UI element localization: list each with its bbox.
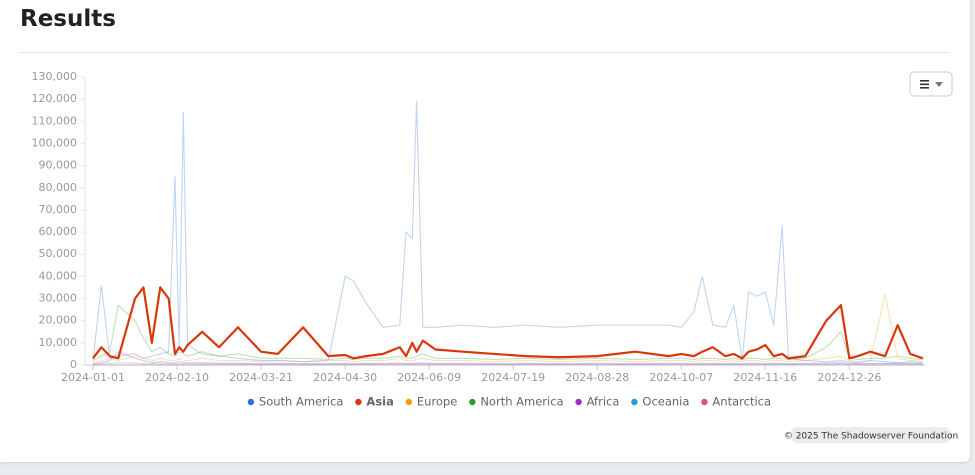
- legend-label: Africa: [587, 395, 620, 409]
- chart: © 2025 The Shadowserver Foundation 0 10,0…: [32, 70, 958, 443]
- credits[interactable]: © 2025 The Shadowserver Foundation: [784, 432, 958, 442]
- legend-label: Europe: [417, 395, 457, 409]
- series-line: [92, 362, 923, 365]
- legend-marker: [701, 398, 708, 406]
- legend-label: Oceania: [642, 395, 689, 409]
- legend-item[interactable]: Europe: [405, 395, 458, 409]
- y-tick-label: 130,000: [32, 70, 78, 83]
- legend-marker: [405, 398, 413, 406]
- legend-marker: [247, 398, 255, 406]
- y-tick-label: 30,000: [39, 292, 78, 305]
- x-tick-label: 2024-03-21: [229, 371, 293, 384]
- results-card: Results © 2025 The Shadowserver Foundati…: [0, 0, 970, 462]
- series-line: [92, 351, 923, 365]
- x-tick-label: 2024-10-07: [649, 371, 713, 384]
- legend-marker: [355, 398, 362, 406]
- legend-item[interactable]: Asia: [355, 395, 394, 409]
- credits-badge[interactable]: © 2025 The Shadowserver Foundation: [784, 427, 958, 443]
- y-tick-label: 50,000: [39, 247, 78, 260]
- x-tick-label: 2024-07-19: [481, 371, 545, 384]
- menu-button[interactable]: [909, 71, 953, 97]
- legend-label: Antarctica: [712, 395, 771, 409]
- x-tick-label: 2024-06-09: [397, 371, 461, 384]
- y-tick-label: 100,000: [32, 136, 78, 149]
- y-tick-label: 0: [70, 358, 77, 371]
- y-tick-label: 40,000: [39, 269, 78, 282]
- series-line: [92, 304, 923, 362]
- series-line: [92, 100, 923, 364]
- y-tick-label: 120,000: [32, 92, 78, 105]
- legend-label: Asia: [366, 395, 393, 409]
- series-line: [92, 286, 924, 360]
- x-tick-label: 2024-12-26: [817, 371, 881, 384]
- legend-item[interactable]: Antarctica: [701, 395, 771, 409]
- x-tick-label: 2024-01-01: [61, 371, 125, 384]
- legend-marker: [631, 398, 638, 406]
- x-tick-label: 2024-08-28: [565, 371, 629, 384]
- y-tick-label: 60,000: [39, 225, 78, 238]
- y-tick-label: 20,000: [39, 314, 78, 327]
- legend-label: North America: [480, 395, 563, 409]
- x-tick-label: 2024-04-30: [313, 371, 377, 384]
- legend-marker: [469, 398, 476, 406]
- page-title: Results: [20, 6, 116, 32]
- y-tick-label: 70,000: [39, 203, 78, 216]
- legend-item[interactable]: Oceania: [631, 395, 689, 409]
- legend-label: South America: [259, 395, 344, 409]
- divider: [20, 52, 950, 53]
- x-tick-label: 2024-11-16: [733, 371, 797, 384]
- legend-item[interactable]: Africa: [575, 395, 619, 409]
- series-line: [92, 293, 923, 364]
- y-tick-label: 80,000: [39, 181, 78, 194]
- legend: South America Asia Europe North America Afri…: [247, 395, 771, 409]
- y-tick-label: 90,000: [39, 159, 78, 172]
- legend-marker: [575, 398, 582, 406]
- legend-item[interactable]: South America: [247, 395, 344, 409]
- y-tick-label: 110,000: [32, 114, 78, 127]
- x-tick-label: 2024-02-10: [145, 371, 209, 384]
- y-tick-label: 10,000: [39, 336, 78, 349]
- legend-item[interactable]: North America: [469, 395, 564, 409]
